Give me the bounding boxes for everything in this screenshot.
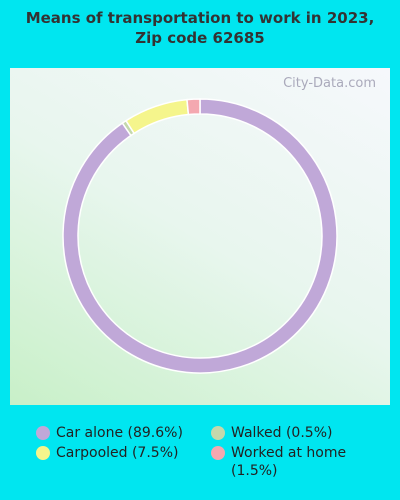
legend-label: Carpooled (7.5%) [56,445,179,461]
legend-item: Worked at home (1.5%) [211,444,386,480]
legend-item: Walked (0.5%) [211,424,386,442]
legend-label: Walked (0.5%) [231,425,333,441]
legend-label: Car alone (89.6%) [56,425,183,441]
legend-swatch [211,446,225,460]
donut-slice [62,98,338,374]
watermark: City-Data.com [283,76,376,91]
legend-item: Carpooled (7.5%) [36,444,211,480]
legend-swatch [211,426,225,440]
legend: Car alone (89.6%) Carpooled (7.5%) Walked … [36,424,386,480]
legend-swatch [36,446,50,460]
legend-swatch [36,426,50,440]
chart-title: Means of transportation to work in 2023,… [25,9,375,47]
legend-label: Worked at home (1.5%) [231,445,347,479]
donut-slice [124,98,190,135]
donut-slice [186,98,201,116]
legend-item: Car alone (89.6%) [36,424,211,442]
